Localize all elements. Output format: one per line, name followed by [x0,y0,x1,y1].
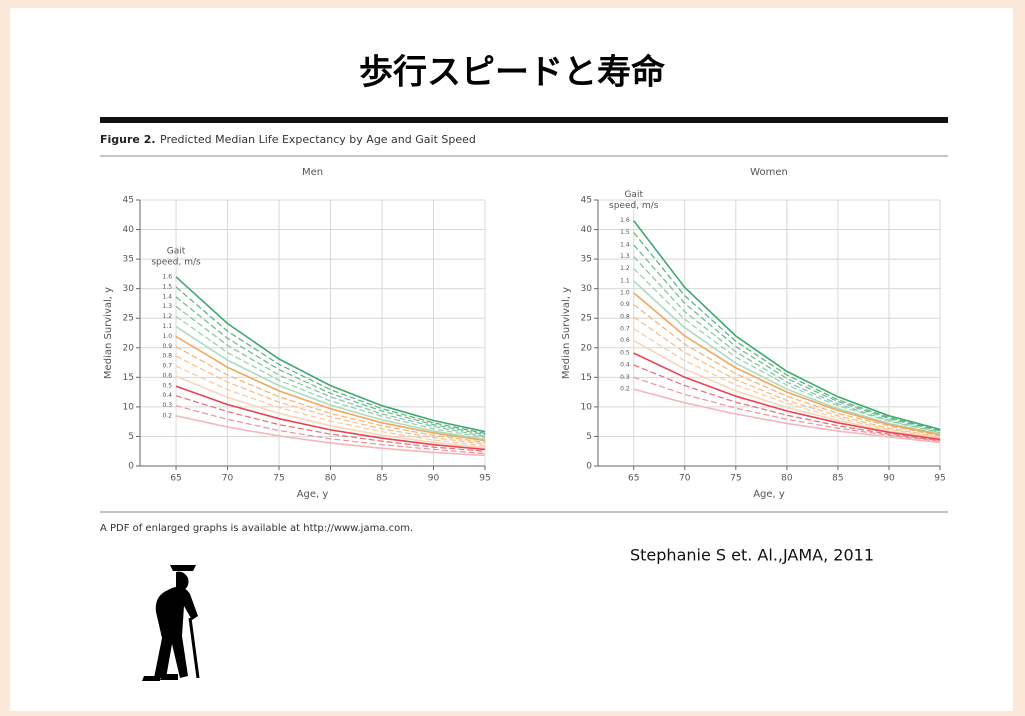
y-tick-label: 40 [123,225,135,235]
series-label: 0.7 [620,325,630,332]
series-label: 0.2 [162,412,172,419]
series-label: 0.2 [620,386,630,393]
series-label: 1.0 [162,333,172,340]
y-tick-label: 15 [123,373,134,383]
series-label: 0.8 [620,314,630,321]
citation: Stephanie S et. Al.,JAMA, 2011 [630,546,874,565]
x-tick-label: 75 [730,474,741,484]
y-tick-label: 45 [123,196,134,206]
series-label: 0.9 [162,343,172,350]
x-tick-label: 90 [883,474,895,484]
y-tick-label: 35 [123,255,134,265]
y-tick-label: 30 [123,284,135,294]
series-label: 0.4 [620,361,630,368]
figure-caption: Predicted Median Life Expectancy by Age … [160,133,476,146]
y-tick-label: 30 [581,284,593,294]
y-tick-label: 15 [581,373,592,383]
series-label: 0.3 [162,402,172,409]
annotation: speed, m/s [609,201,659,211]
y-tick-label: 10 [123,402,135,412]
cane [190,618,198,678]
y-tick-label: 0 [128,462,134,472]
x-tick-label: 65 [628,474,639,484]
series-label: 0.8 [162,353,172,360]
y-tick-label: 25 [581,314,592,324]
series-label: 1.5 [162,283,172,290]
series-label: 1.3 [162,303,172,310]
slide-title: 歩行スピードと寿命 [359,53,665,93]
y-tick-label: 25 [123,314,134,324]
series-label: 1.4 [620,241,630,248]
y-tick-label: 20 [123,343,135,353]
series-label: 0.5 [620,350,630,357]
series-label: 0.6 [162,373,172,380]
series-label: 1.2 [162,313,172,320]
series-label: 1.2 [620,265,630,272]
series-label: 1.0 [620,289,630,296]
series-label: 0.6 [620,337,630,344]
series-label: 1.6 [162,273,172,280]
walker-icon [142,565,198,681]
y-axis-label: Median Survival, y [103,287,114,379]
x-tick-label: 85 [832,474,843,484]
y-tick-label: 0 [586,462,592,472]
x-tick-label: 80 [781,474,793,484]
annotation: Gait [167,246,186,256]
x-tick-label: 95 [934,474,945,484]
y-tick-label: 10 [581,402,593,412]
x-tick-label: 85 [376,474,387,484]
series-label: 1.4 [162,293,172,300]
series-label: 1.6 [620,217,630,224]
chart-title: Men [302,167,323,178]
annotation: speed, m/s [151,257,201,267]
y-tick-label: 5 [128,432,134,442]
rule-thick [100,117,948,123]
x-tick-label: 65 [170,474,181,484]
x-axis-label: Age, y [297,489,329,500]
y-tick-label: 35 [581,255,592,265]
x-tick-label: 70 [222,474,234,484]
series-label: 0.4 [162,392,172,399]
page: {"title": "歩行スピードと寿命", "figure_label": "… [0,0,1025,716]
series-label: 0.9 [620,301,630,308]
x-tick-label: 75 [273,474,284,484]
series-label: 1.1 [620,277,630,284]
series-label: 0.7 [162,363,172,370]
chart-title: Women [750,167,788,178]
y-tick-label: 45 [581,196,592,206]
figure-label: Figure 2. [100,133,156,146]
y-tick-label: 5 [586,432,592,442]
x-tick-label: 90 [428,474,440,484]
x-tick-label: 95 [479,474,490,484]
y-tick-label: 20 [581,343,593,353]
series-label: 1.3 [620,253,630,260]
x-tick-label: 80 [325,474,337,484]
y-tick-label: 40 [581,225,593,235]
slide-content: 歩行スピードと寿命 Figure 2. Predicted Median Lif… [0,0,1025,716]
series-label: 0.5 [162,383,172,390]
x-axis-label: Age, y [753,489,785,500]
annotation: Gait [624,190,643,200]
y-axis-label: Median Survival, y [561,287,572,379]
series-label: 1.5 [620,229,630,236]
x-tick-label: 70 [679,474,691,484]
footnote: A PDF of enlarged graphs is available at… [100,523,413,534]
series-label: 1.1 [162,323,172,330]
series-label: 0.3 [620,374,630,381]
